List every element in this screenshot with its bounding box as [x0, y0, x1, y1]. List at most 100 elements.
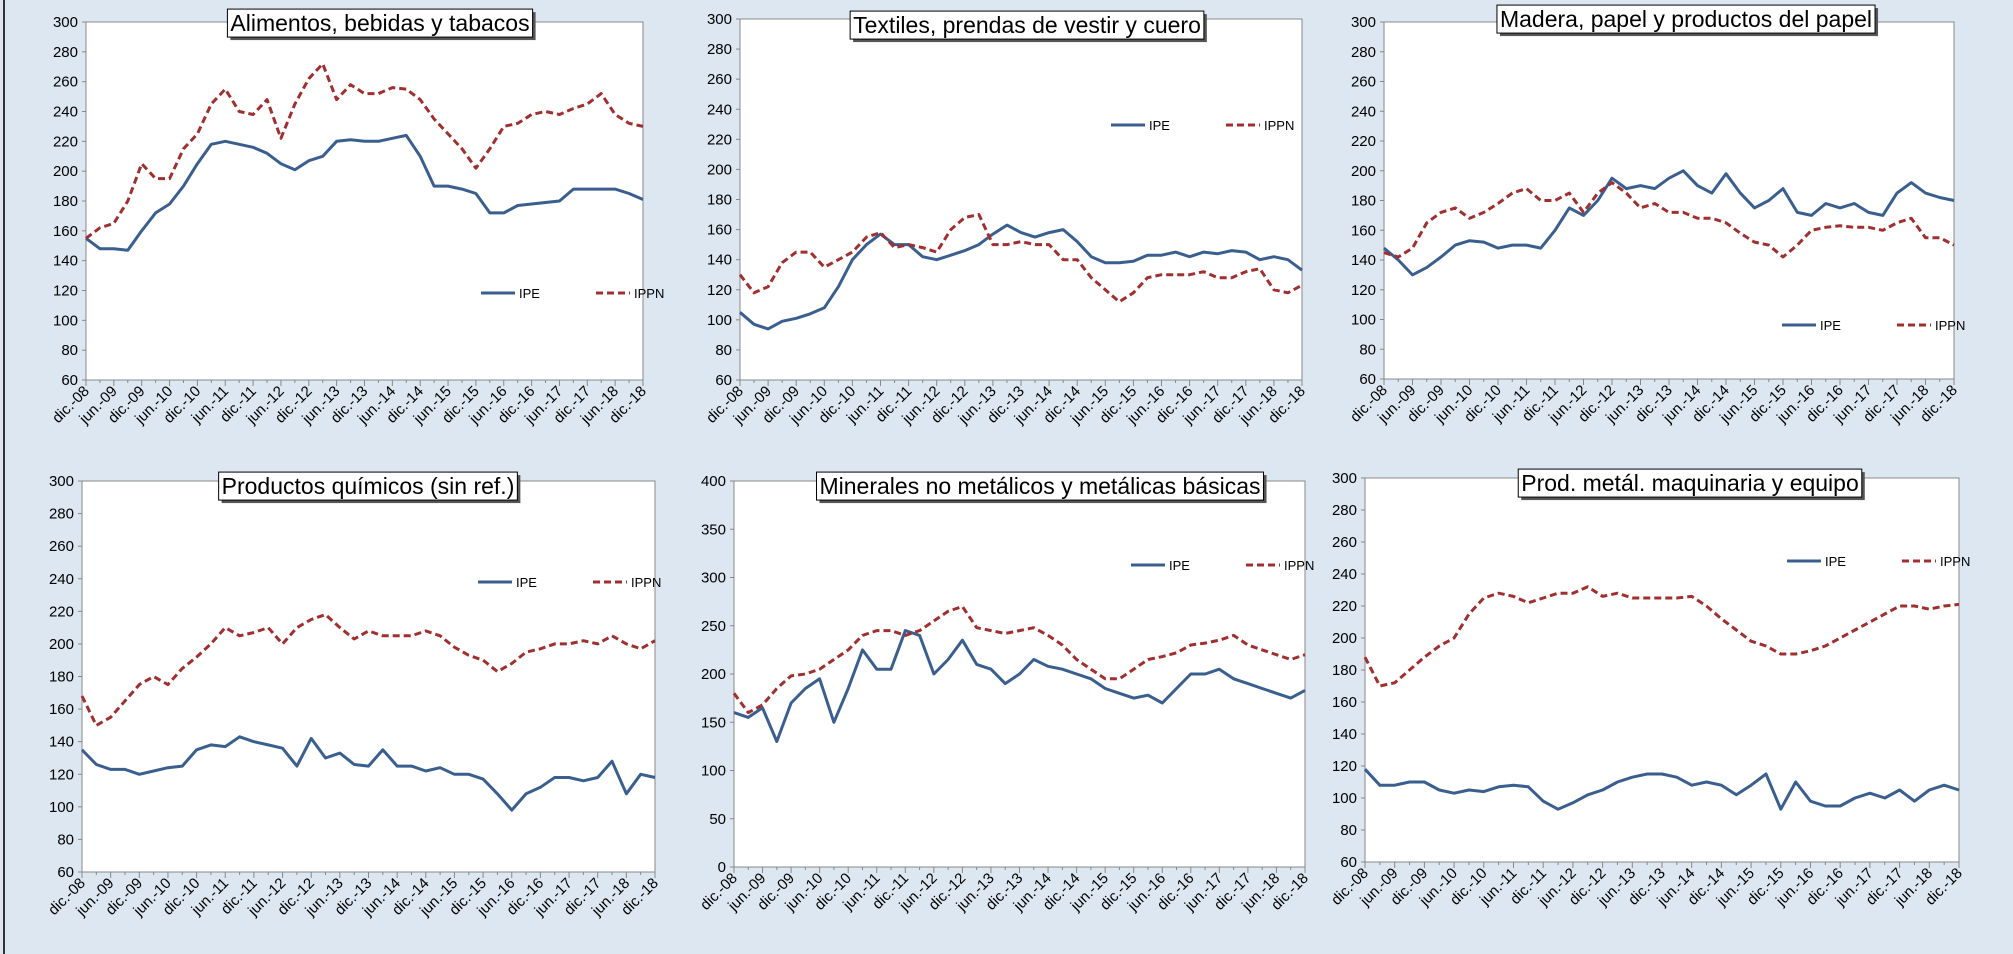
plot-area [81, 480, 656, 873]
plot-area [1364, 477, 1960, 863]
y-tick-label: 160 [49, 701, 74, 718]
title-background [815, 471, 1265, 501]
y-tick-label: 80 [57, 831, 74, 848]
y-tick-label: 100 [707, 312, 732, 329]
y-tick-label: 140 [53, 253, 78, 270]
y-tick-label: 220 [707, 131, 732, 148]
chart-title: Productos químicos (sin ref.) [222, 473, 515, 499]
y-tick-label: 220 [53, 133, 78, 150]
y-tick-label: 200 [1332, 630, 1357, 647]
y-tick-label: 120 [1351, 282, 1376, 299]
y-tick-label: 260 [53, 74, 78, 91]
y-tick-label: 220 [1351, 133, 1376, 150]
y-tick-label: 160 [707, 222, 732, 239]
y-tick-label: 140 [49, 734, 74, 751]
series-line [1363, 768, 1960, 811]
y-tick-label: 200 [707, 161, 732, 178]
y-tick-label: 300 [701, 570, 726, 587]
y-tick-label: 250 [701, 618, 726, 635]
y-tick-label: 120 [53, 283, 78, 300]
y-tick-label: 300 [1351, 14, 1376, 31]
series-line [733, 629, 1306, 743]
plot-area [739, 18, 1303, 381]
legend-label: IPPN [1264, 118, 1294, 133]
y-tick-label: 80 [1359, 341, 1376, 358]
title-box: Alimentos, bebidas y tabacos [226, 8, 536, 41]
y-tick-label: 400 [701, 473, 726, 490]
y-tick-label: 140 [1351, 252, 1376, 269]
y-tick-label: 240 [1332, 566, 1357, 583]
y-tick-label: 260 [1351, 74, 1376, 91]
y-tick-label: 180 [53, 193, 78, 210]
series-line [1383, 169, 1955, 277]
y-tick-label: 280 [707, 41, 732, 58]
legend-label: IPPN [634, 286, 664, 301]
y-tick-label: 60 [715, 372, 732, 389]
series-line [732, 605, 1306, 715]
title-background [1517, 468, 1863, 498]
y-tick-label: 0 [718, 859, 726, 876]
y-tick-label: 240 [1351, 103, 1376, 120]
y-tick-label: 200 [1351, 163, 1376, 180]
y-tick-label: 220 [49, 603, 74, 620]
y-tick-label: 100 [53, 312, 78, 329]
title-background [218, 471, 518, 501]
y-tick-label: 160 [1351, 222, 1376, 239]
title-background [849, 10, 1205, 40]
y-tick-label: 120 [49, 766, 74, 783]
chart-title: Minerales no metálicos y metálicas básic… [819, 473, 1260, 499]
y-tick-label: 140 [1332, 726, 1357, 743]
y-tick-label: 60 [57, 864, 74, 881]
y-tick-label: 280 [49, 506, 74, 523]
title-background [1496, 4, 1876, 34]
y-tick-label: 220 [1332, 598, 1357, 615]
y-tick-label: 260 [1332, 534, 1357, 551]
y-tick-label: 180 [49, 669, 74, 686]
y-tick-label: 140 [707, 252, 732, 269]
legend-label: IPE [1825, 554, 1846, 569]
title-box: Productos químicos (sin ref.) [218, 471, 521, 504]
y-tick-label: 200 [53, 163, 78, 180]
y-tick-label: 260 [707, 71, 732, 88]
y-tick-label: 200 [49, 636, 74, 653]
y-tick-label: 300 [1332, 470, 1357, 487]
y-tick-label: 100 [1332, 790, 1357, 807]
y-tick-label: 350 [701, 521, 726, 538]
series-line [1383, 181, 1955, 259]
y-tick-label: 150 [701, 714, 726, 731]
y-tick-label: 240 [707, 101, 732, 118]
y-tick-label: 260 [49, 538, 74, 555]
y-tick-label: 80 [1340, 822, 1357, 839]
y-tick-label: 180 [1351, 193, 1376, 210]
legend-label: IPE [1169, 558, 1190, 573]
series-line [739, 223, 1303, 331]
y-tick-label: 100 [1351, 312, 1376, 329]
y-tick-label: 300 [707, 11, 732, 28]
y-tick-label: 80 [61, 342, 78, 359]
y-tick-label: 300 [53, 14, 78, 31]
title-box: Prod. metál. maquinaria y equipo [1517, 468, 1865, 501]
chart-title: Textiles, prendas de vestir y cuero [853, 12, 1201, 38]
plot-area [1383, 21, 1955, 380]
legend-label: IPPN [1940, 554, 1970, 569]
legend-label: IPPN [631, 575, 661, 590]
y-tick-label: 280 [1351, 44, 1376, 61]
y-tick-label: 120 [707, 282, 732, 299]
y-tick-label: 60 [1340, 854, 1357, 871]
title-background [226, 8, 534, 38]
y-tick-label: 280 [1332, 502, 1357, 519]
legend-label: IPPN [1284, 558, 1314, 573]
legend-label: IPE [1820, 318, 1841, 333]
y-tick-label: 60 [1359, 371, 1376, 388]
y-tick-label: 160 [53, 223, 78, 240]
y-tick-label: 100 [49, 799, 74, 816]
series-line [80, 735, 656, 812]
chart-title: Prod. metál. maquinaria y equipo [1521, 470, 1859, 496]
y-tick-label: 240 [49, 571, 74, 588]
y-tick-label: 300 [49, 473, 74, 490]
chart-title: Madera, papel y productos del papel [1500, 6, 1872, 32]
title-box: Textiles, prendas de vestir y cuero [849, 10, 1207, 43]
title-box: Minerales no metálicos y metálicas básic… [815, 471, 1267, 504]
y-tick-label: 60 [61, 372, 78, 389]
